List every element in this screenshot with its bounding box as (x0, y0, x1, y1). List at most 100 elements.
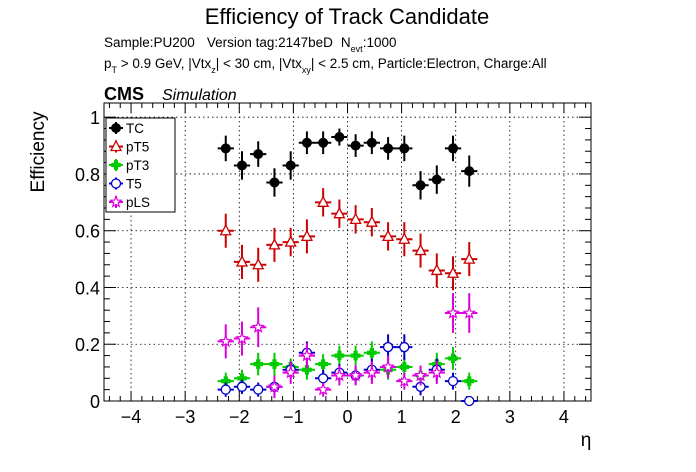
legend-label: pLS (126, 195, 150, 210)
data-point-pT5 (317, 195, 330, 207)
data-point-pT5 (463, 252, 476, 264)
data-point-pT3 (350, 350, 361, 361)
data-point-pLS (397, 374, 412, 387)
x-tick-label: −1 (283, 407, 304, 427)
legend-marker (111, 160, 121, 170)
data-point-T5 (236, 381, 248, 392)
data-point-T5 (220, 384, 231, 395)
x-tick-label: 0 (342, 407, 352, 427)
data-point-T5 (464, 395, 475, 407)
simulation-label: Simulation (162, 87, 237, 104)
pt-label: p (104, 56, 112, 71)
data-point-TC (415, 180, 426, 191)
cms-label: CMS (104, 84, 144, 104)
y-tick-label: 0 (90, 392, 100, 412)
data-point-pT5 (365, 215, 378, 227)
x-tick-label: 3 (505, 407, 515, 427)
data-point-T5 (317, 373, 329, 384)
subtitle-line-1: Sample:PU200 Version tag:2147beD Nevt:1000 (104, 35, 396, 54)
data-point-TC (448, 143, 459, 154)
data-point-T5 (253, 384, 264, 395)
data-point-pLS (429, 365, 444, 379)
series-TC (217, 128, 478, 200)
data-point-pT5 (333, 206, 346, 219)
data-point-pT3 (253, 359, 264, 369)
data-point-pT3 (334, 350, 345, 361)
data-point-pT3 (448, 353, 458, 364)
data-point-TC (350, 140, 361, 151)
legend-marker (111, 123, 121, 133)
subtitle-line-2: pT > 0.9 GeV, |Vtxz| < 30 cm, |Vtxxy| < … (104, 56, 547, 75)
data-point-pT3 (367, 347, 377, 358)
data-point-pT5 (414, 243, 427, 256)
data-point-pT5 (430, 263, 443, 276)
data-point-pT5 (300, 229, 313, 242)
data-point-pLS (446, 305, 460, 319)
data-point-TC (399, 143, 410, 154)
data-point-pT5 (252, 257, 265, 270)
data-point-pLS (462, 305, 477, 319)
data-point-pLS (316, 382, 330, 396)
data-point-TC (334, 132, 345, 143)
data-point-pLS (283, 365, 298, 379)
x-tick-label: −4 (121, 407, 142, 427)
x-tick-label: −2 (229, 407, 250, 427)
legend-label: TC (126, 121, 144, 136)
axes: −4 −3 −2 −1 0 1 2 3 4 0 0.2 0.4 0.6 0.8 1 (75, 102, 592, 427)
data-point-pT5 (398, 232, 411, 244)
series-pT5 (217, 188, 478, 291)
data-point-TC (383, 143, 394, 154)
y-tick-label: 0.4 (75, 278, 100, 298)
data-series (217, 128, 478, 407)
vtxz-subscript: z (211, 65, 216, 75)
data-point-pLS (251, 320, 266, 333)
x-tick-label: 2 (451, 407, 461, 427)
y-tick-label: 0.2 (75, 335, 100, 355)
legend-label: pT3 (126, 158, 149, 173)
y-axis-label: Efficiency (28, 111, 49, 192)
data-point-pT3 (318, 359, 328, 369)
data-point-pT5 (349, 212, 362, 225)
pt-subscript: T (112, 65, 118, 75)
data-point-TC (431, 174, 442, 185)
data-point-pLS (381, 359, 395, 373)
legend-label: pT5 (126, 140, 149, 155)
data-point-pLS (413, 368, 428, 382)
data-point-T5 (447, 375, 459, 387)
data-point-pT3 (302, 364, 312, 375)
vtxxy-cut-text: | < 2.5 cm, Particle:Electron, Charge:Al… (311, 56, 547, 71)
data-point-TC (220, 143, 231, 154)
data-point-pT5 (235, 255, 249, 267)
data-point-pLS (332, 368, 347, 382)
data-point-pLS (348, 368, 363, 382)
y-tick-label: 1 (90, 108, 100, 128)
legend: TC pT5 pT3 T5 pLS (105, 117, 176, 213)
data-point-pT5 (446, 266, 460, 278)
y-tick-label: 0.6 (75, 222, 100, 242)
data-point-TC (301, 137, 312, 148)
data-point-TC (285, 160, 296, 171)
x-axis-label: η (581, 430, 592, 451)
nevt-subscript: evt (351, 44, 364, 54)
data-point-pT5 (268, 238, 281, 250)
nevt-label: N (341, 35, 351, 50)
legend-marker (110, 178, 122, 189)
data-point-pLS (267, 379, 282, 393)
data-point-TC (269, 177, 280, 188)
data-point-TC (318, 137, 329, 148)
x-tick-label: −3 (175, 407, 196, 427)
data-point-T5 (382, 341, 394, 353)
version-label: Version tag:2147beD (207, 35, 333, 50)
legend-marker (109, 139, 123, 152)
vtxz-cut-text: | < 30 cm, |Vtx (216, 56, 302, 71)
vtxxy-subscript: xy (302, 65, 312, 75)
data-point-pT5 (284, 235, 297, 247)
chart-title: Efficiency of Track Candidate (205, 4, 490, 29)
data-point-pLS (235, 331, 249, 345)
legend-marker (109, 194, 123, 208)
data-point-pLS (365, 365, 379, 379)
series-pLS (217, 293, 478, 399)
data-point-pT5 (382, 229, 395, 242)
